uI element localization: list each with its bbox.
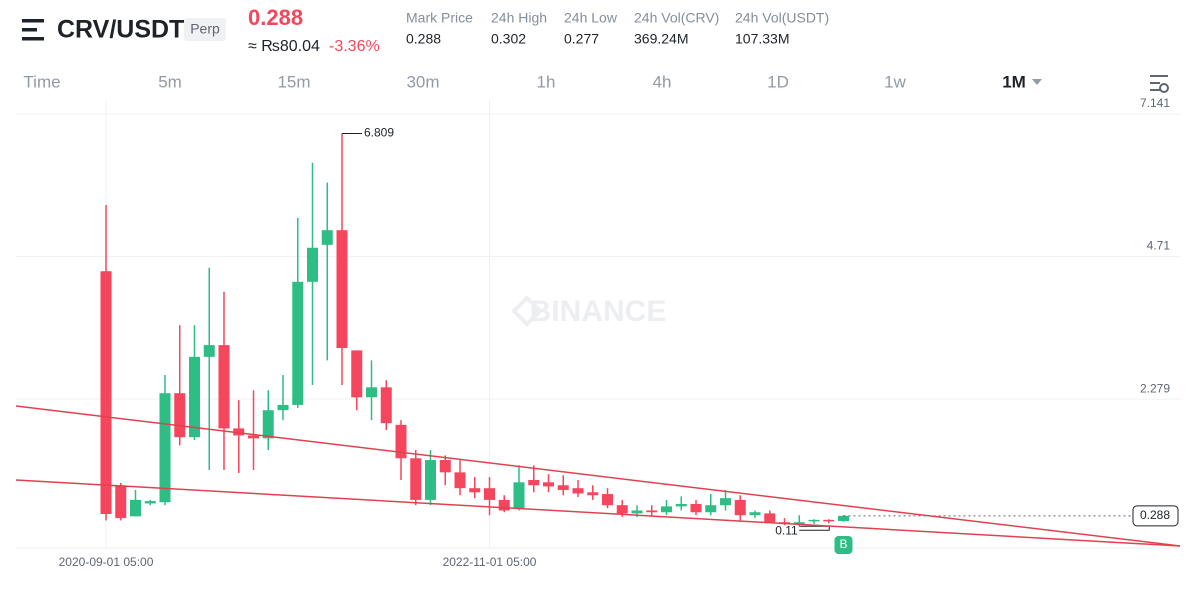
candle-body (764, 513, 776, 523)
stat-value: 0.277 (564, 31, 599, 47)
interval-tab[interactable]: 4h (653, 72, 672, 91)
settings-icon[interactable] (1150, 75, 1169, 93)
candle-body (366, 387, 377, 398)
candle-body (793, 522, 805, 524)
interval-tab[interactable]: 30m (406, 72, 439, 91)
approx-price: ≈ ₨80.04 (248, 38, 320, 55)
candle-body (233, 428, 245, 436)
candle-body (307, 247, 318, 282)
candle-body (808, 519, 820, 522)
candle-body (262, 410, 274, 439)
candle-body (602, 494, 613, 506)
watermark-logo (511, 295, 543, 327)
buy-marker[interactable] (834, 536, 853, 554)
badge-bg (184, 18, 226, 41)
stat-label: 24h Low (564, 10, 618, 26)
candle-body (543, 482, 554, 487)
price-box (1132, 505, 1179, 527)
watermark: BINANCE (530, 295, 667, 328)
candle-body (484, 488, 495, 500)
candle-body (218, 345, 230, 429)
candle-body (439, 460, 451, 473)
interval-tab[interactable]: 5m (158, 72, 182, 91)
candle-body (498, 499, 510, 511)
stat-label: Mark Price (406, 10, 473, 26)
candle-body (661, 506, 672, 513)
change: -3.36% (329, 38, 380, 55)
candle-body (616, 505, 628, 514)
candle-body (823, 519, 835, 522)
candle-body (749, 512, 761, 516)
candle-body (454, 472, 466, 489)
candle-body (557, 485, 569, 490)
candle-body (336, 230, 348, 349)
candle-body (380, 387, 392, 424)
stat-label: 24h Vol(CRV) (634, 10, 719, 26)
stat-label: 24h High (491, 10, 547, 26)
candle-body (631, 510, 643, 514)
y-tick-label: 2.279 (1140, 381, 1170, 395)
interval-tab[interactable]: 1D (767, 72, 789, 91)
price-label: 0.288 (1140, 508, 1170, 522)
candle-body (572, 488, 584, 494)
buy-marker-label: B (839, 537, 847, 551)
candle-body (528, 479, 540, 486)
min-label: 0.11 (775, 523, 798, 537)
x-tick-label: 2020-09-01 05:00 (59, 555, 154, 569)
dropdown-arrow (1032, 79, 1042, 85)
candle-body (410, 458, 422, 500)
x-tick-label: 2022-11-01 05:00 (443, 555, 537, 569)
stat-label: 24h Vol(USDT) (735, 10, 829, 26)
candle-body (513, 482, 525, 509)
candle-body (292, 281, 304, 405)
candle-body (395, 424, 407, 459)
menu-icon[interactable] (22, 19, 44, 41)
candle-body (690, 504, 702, 513)
interval-tab[interactable]: 1w (884, 72, 906, 91)
badge: Perp (190, 21, 220, 37)
candle-body (469, 488, 481, 493)
candle-body (321, 230, 333, 245)
min-callout (799, 525, 830, 531)
candle-body (144, 501, 156, 504)
interval-tab[interactable]: Time (23, 72, 60, 91)
candle-body (675, 504, 687, 507)
stat-value: 0.302 (491, 31, 526, 47)
y-tick-label: 7.141 (1140, 96, 1170, 110)
y-tick-label: 4.71 (1147, 239, 1171, 253)
candle-body (130, 499, 141, 517)
candle-body (425, 460, 436, 500)
candle-body (115, 485, 127, 519)
candle-body (248, 435, 259, 439)
interval-tab[interactable]: 1M (1002, 72, 1026, 91)
candle-body (277, 404, 289, 411)
candle-body (720, 498, 731, 506)
interval-tab[interactable]: 1h (537, 72, 556, 91)
stat-value: 369.24M (634, 31, 688, 47)
candle-body (100, 271, 112, 514)
candle-body (734, 499, 746, 516)
last-price: 0.288 (248, 5, 303, 30)
stat-value: 0.288 (406, 31, 441, 47)
candle-body (189, 356, 200, 438)
candle-body (159, 393, 171, 503)
plot: 2.279 4.71 7.141 BINANCE 2020-09-01 05:00 202… (16, 96, 1180, 569)
candle-body (174, 393, 186, 438)
trendlines (15, 405, 1181, 547)
max-label: 6.809 (364, 126, 394, 140)
candle-body (646, 510, 658, 513)
candle-body (587, 492, 599, 496)
stat-value: 107.33M (735, 31, 789, 47)
interval-tab[interactable]: 15m (277, 72, 310, 91)
symbol[interactable]: CRV/USDT (57, 16, 184, 44)
candle-body (838, 515, 849, 522)
candle-body (705, 505, 717, 513)
candle-body (351, 350, 363, 398)
candle-body (203, 345, 215, 357)
